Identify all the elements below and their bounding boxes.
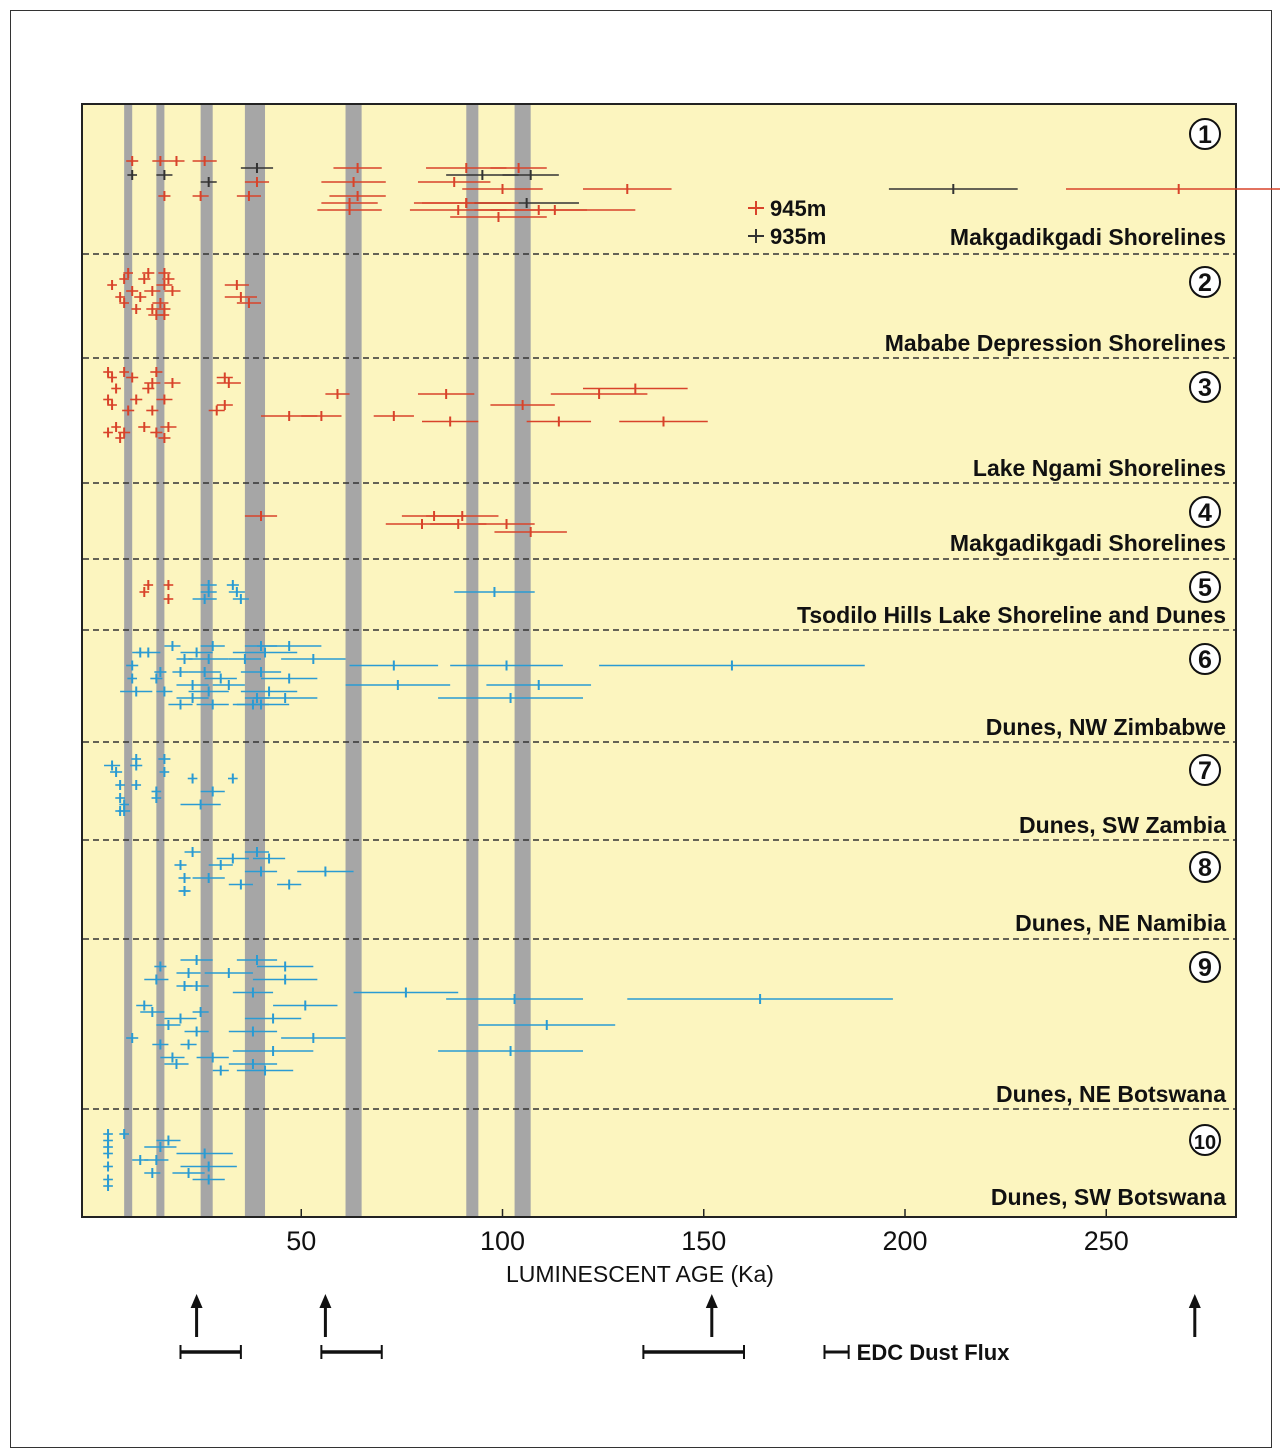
panel-number-circle [1189,571,1221,603]
x-tick-label: 200 [882,1226,927,1256]
panel-number: 2 [1198,269,1212,297]
highlight-band [244,105,266,1216]
panel-number: 10 [1194,1132,1216,1154]
panel-number-circle [1189,851,1221,883]
panel-number-circle [1189,643,1221,675]
highlight-band [156,105,165,1216]
legend: 945m 935m [748,196,826,249]
panel-number: 8 [1198,854,1212,882]
legend-label: 935m [770,224,826,249]
dust-legend-label: EDC Dust Flux [857,1340,1011,1365]
highlight-band [345,105,362,1216]
highlight-band [514,105,531,1216]
x-tick-label: 250 [1084,1226,1129,1256]
dust-peak-arrowhead [319,1294,332,1308]
x-axis: 50 100 150 200 250 [286,1209,1129,1256]
panel-number-circle [1189,496,1221,528]
panel-label: Dunes, SW Botswana [991,1184,1226,1210]
panel-separators [83,253,1235,1110]
highlight-band [466,105,479,1216]
panel-number-circle [1189,951,1221,983]
legend-label: 945m [770,196,826,221]
panel-number: 1 [1198,121,1212,149]
x-tick-label: 50 [286,1226,316,1256]
data-points [103,156,1280,1191]
panel-number: 6 [1198,646,1212,674]
panel-number-circle [1189,1124,1221,1156]
panel-label: Dunes, SW Zambia [1019,812,1226,838]
highlight-band [124,105,133,1216]
panel-label: Lake Ngami Shorelines [973,455,1226,481]
figure-frame [10,10,1272,1448]
panel-label: Dunes, NW Zimbabwe [986,714,1226,740]
dust-peak-arrowhead [190,1294,203,1308]
panel-label: Makgadikgadi Shorelines [950,530,1226,556]
panel-number: 9 [1198,954,1212,982]
x-tick-label: 150 [681,1226,726,1256]
panel-number-circle [1189,266,1221,298]
panel-label: Mababe Depression Shorelines [885,330,1226,356]
panel-number: 5 [1198,574,1212,602]
panel-number: 4 [1198,499,1212,527]
panel-number-circle [1189,118,1221,150]
x-tick-label: 100 [480,1226,525,1256]
panel-number-circle [1189,754,1221,786]
edc-dust-flux: EDC Dust Flux [179,1294,1201,1365]
panel-number-circle [1189,371,1221,403]
panel-label: Makgadikgadi Shorelines [950,224,1226,250]
panel-label: Dunes, NE Botswana [996,1081,1226,1107]
panel-label: Tsodilo Hills Lake Shoreline and Dunes [797,602,1226,628]
panel-number: 3 [1198,374,1212,402]
panel-labels: 1 Makgadikgadi Shorelines 2 Mababe Depressi… [797,118,1226,1210]
dust-peak-arrowhead [705,1294,718,1308]
panel-number: 7 [1198,757,1212,785]
panel-label: Dunes, NE Namibia [1015,910,1226,936]
dust-peak-arrowhead [1188,1294,1201,1308]
x-axis-label: LUMINESCENT AGE (Ka) [506,1261,774,1287]
highlight-band [200,105,213,1216]
